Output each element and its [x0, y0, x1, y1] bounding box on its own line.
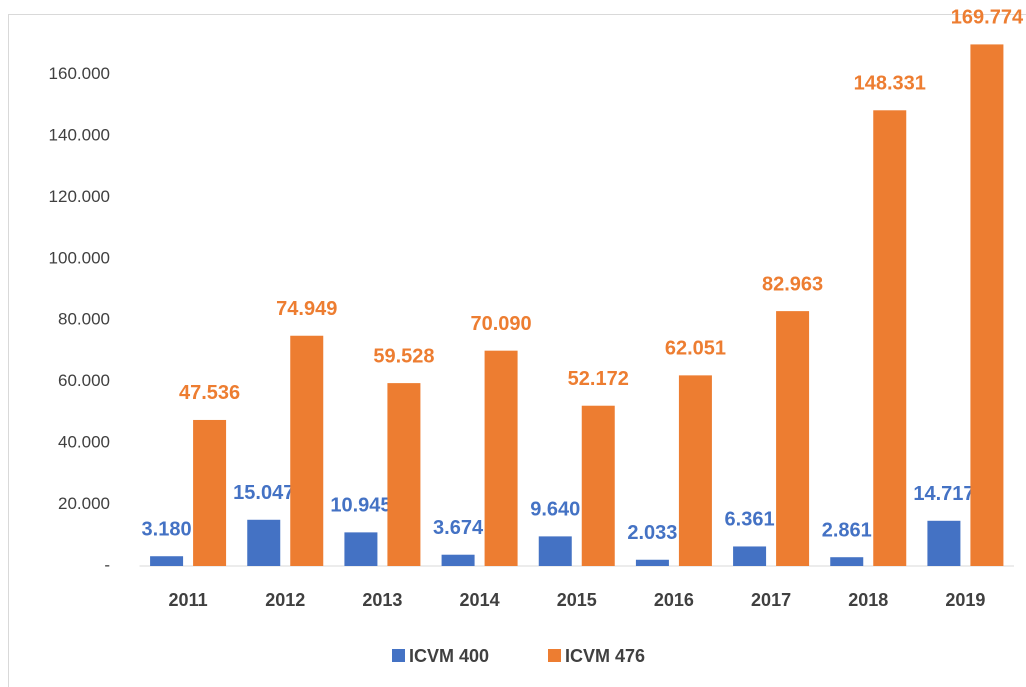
value-label: 9.640 — [530, 499, 580, 521]
bar — [344, 532, 378, 566]
y-tick-label: 100.000 — [49, 248, 110, 267]
value-label: 59.528 — [373, 345, 434, 367]
y-tick-label: 140.000 — [49, 125, 110, 144]
value-label: 3.674 — [433, 517, 484, 539]
bar — [830, 557, 864, 566]
bar — [387, 383, 421, 566]
value-label: 2.033 — [627, 522, 677, 544]
legend-swatch — [392, 649, 405, 662]
x-tick-label: 2017 — [751, 590, 791, 610]
y-tick-label: 60.000 — [58, 371, 110, 390]
x-tick-label: 2018 — [848, 590, 888, 610]
legend-label: ICVM 400 — [409, 646, 489, 666]
y-tick-label: 40.000 — [58, 433, 110, 452]
value-label: 2.861 — [822, 519, 872, 541]
value-label: 6.361 — [725, 509, 775, 531]
value-label: 62.051 — [665, 338, 726, 360]
bar — [150, 556, 184, 566]
bar — [776, 311, 810, 566]
bar — [927, 520, 961, 566]
bar — [441, 554, 475, 566]
value-label: 10.945 — [330, 495, 391, 517]
value-label: 15.047 — [233, 482, 294, 504]
bar — [970, 44, 1004, 566]
value-label: 14.717 — [913, 483, 974, 505]
x-tick-label: 2011 — [169, 590, 208, 610]
bar — [290, 335, 324, 566]
value-label: 74.949 — [276, 298, 337, 320]
value-label: 82.963 — [762, 273, 823, 295]
x-tick-label: 2013 — [362, 590, 402, 610]
y-tick-label: 80.000 — [58, 310, 110, 329]
bar — [193, 419, 227, 566]
bar — [733, 546, 767, 566]
y-tick-label: - — [104, 555, 110, 574]
x-tick-label: 2012 — [265, 590, 305, 610]
value-label: 3.180 — [142, 519, 192, 541]
value-label: 169.774 — [951, 7, 1024, 29]
bar — [538, 536, 572, 566]
y-tick-label: 120.000 — [49, 187, 110, 206]
legend-swatch — [548, 649, 561, 662]
y-tick-label: 160.000 — [49, 64, 110, 83]
bar — [678, 375, 712, 566]
chart-frame — [8, 14, 1026, 687]
x-tick-label: 2015 — [557, 590, 597, 610]
x-tick-label: 2019 — [945, 590, 985, 610]
y-tick-label: 20.000 — [58, 494, 110, 513]
bar — [247, 519, 281, 566]
x-tick-label: 2016 — [654, 590, 694, 610]
legend-label: ICVM 476 — [565, 646, 645, 666]
value-label: 70.090 — [470, 313, 531, 335]
bar — [635, 559, 669, 566]
value-label: 47.536 — [179, 382, 240, 404]
bar — [484, 350, 518, 566]
value-label: 148.331 — [854, 73, 926, 95]
x-tick-label: 2014 — [460, 590, 500, 610]
bar — [873, 110, 907, 567]
value-label: 52.172 — [568, 368, 629, 390]
bar — [581, 405, 615, 566]
